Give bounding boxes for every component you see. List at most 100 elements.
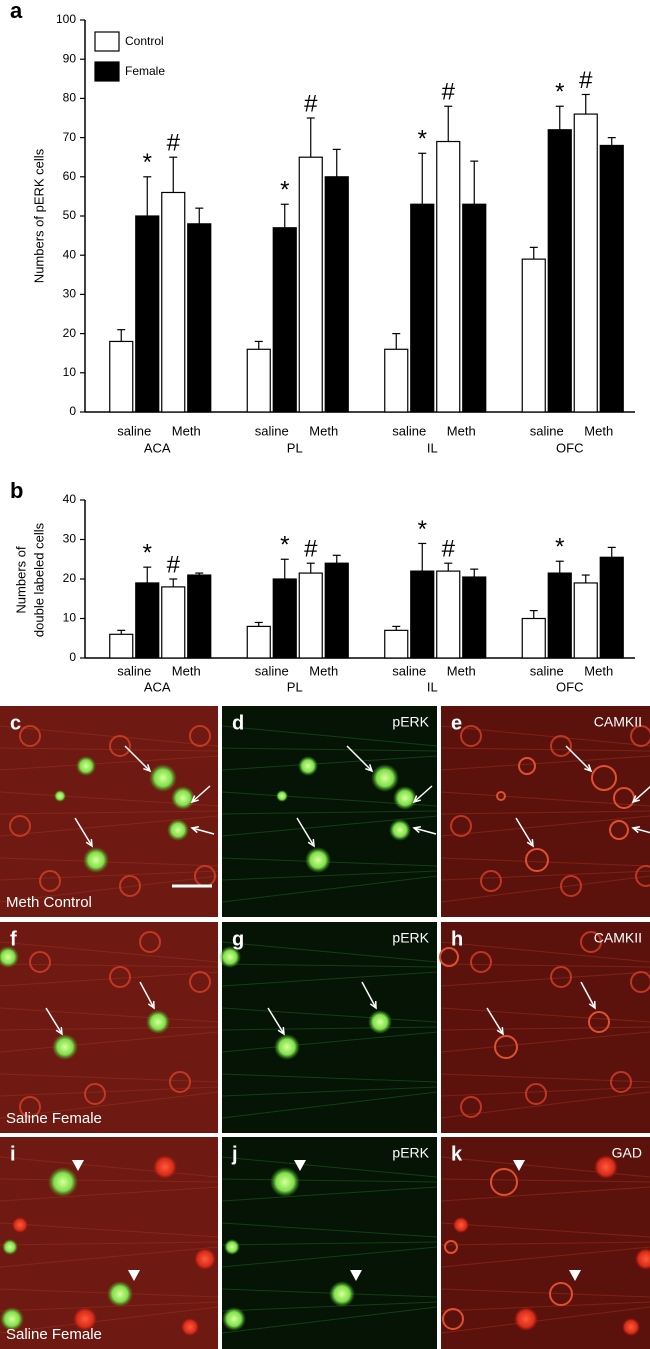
- red-cell: [442, 1308, 464, 1330]
- y-tick-label: 80: [63, 91, 77, 105]
- fiber: [0, 875, 219, 903]
- red-cell: [139, 931, 161, 953]
- fiber: [221, 747, 438, 752]
- fiber: [221, 1031, 438, 1053]
- green-cell: [222, 1307, 246, 1331]
- fiber: [440, 725, 650, 747]
- fiber: [0, 810, 219, 815]
- bar: [161, 586, 186, 659]
- legend-swatch: [94, 61, 120, 82]
- fiber: [0, 1186, 219, 1202]
- bar: [573, 582, 598, 659]
- y-axis-label: double labeled cells: [31, 522, 46, 637]
- significance-marker: #: [304, 536, 318, 563]
- arrow-head: [85, 838, 93, 848]
- fiber: [440, 810, 650, 815]
- micrograph: c Meth Control: [0, 706, 219, 917]
- fiber: [0, 870, 219, 881]
- red-cell: [153, 1155, 177, 1179]
- red-cell: [514, 1307, 538, 1331]
- red-cell: [580, 931, 602, 953]
- arrow-head: [190, 825, 200, 834]
- legend-label: Control: [125, 34, 164, 48]
- fiber: [0, 1156, 219, 1178]
- bar: [109, 633, 134, 659]
- red-cell: [460, 1096, 482, 1118]
- arrow-head: [143, 764, 152, 773]
- red-cell: [490, 1168, 518, 1196]
- fiber: [0, 1306, 219, 1334]
- red-cell: [109, 966, 131, 988]
- red-cell: [518, 757, 536, 775]
- panel-letter: f: [10, 928, 17, 950]
- x-tick-label: saline: [530, 423, 564, 438]
- y-tick-label: 10: [63, 365, 77, 379]
- fiber: [0, 1222, 219, 1238]
- panel-letter: d: [232, 712, 244, 734]
- red-cell: [588, 1011, 610, 1033]
- red-cell: [12, 1217, 28, 1233]
- x-tick-label: Meth: [309, 423, 338, 438]
- row-label: Saline Female: [6, 1110, 102, 1127]
- panel-letter: g: [232, 928, 244, 950]
- fiber: [221, 755, 438, 771]
- fiber: [221, 1301, 438, 1312]
- significance-marker: *: [143, 149, 152, 176]
- significance-marker: #: [304, 90, 318, 117]
- bar: [599, 144, 624, 413]
- legend-swatch: [94, 31, 120, 52]
- bar: [547, 129, 572, 413]
- fiber: [440, 1306, 650, 1334]
- x-tick-label: saline: [530, 663, 564, 678]
- arrow-head: [526, 838, 534, 848]
- y-tick-label: 100: [56, 12, 76, 26]
- significance-marker: *: [280, 177, 289, 204]
- arrow-head: [277, 1026, 285, 1036]
- green-cell: [389, 819, 411, 841]
- arrowhead: [128, 1270, 140, 1281]
- group-label: ACA: [144, 679, 171, 694]
- red-cell: [39, 870, 61, 892]
- bar: [298, 572, 323, 659]
- bar: [521, 258, 546, 413]
- red-cell: [169, 1071, 191, 1093]
- y-tick-label: 40: [63, 247, 77, 261]
- red-cell: [109, 735, 131, 757]
- x-tick-label: saline: [117, 423, 151, 438]
- red-cell: [194, 1248, 216, 1270]
- fiber: [0, 1007, 219, 1023]
- significance-marker: *: [555, 79, 564, 106]
- group-label: OFC: [556, 679, 583, 694]
- arrowhead: [350, 1270, 362, 1281]
- bar: [161, 191, 186, 413]
- channel-label: pERK: [392, 714, 429, 730]
- red-cell: [591, 765, 617, 791]
- panel-letter: i: [10, 1143, 16, 1165]
- y-tick-label: 30: [63, 287, 77, 301]
- x-tick-label: Meth: [584, 663, 613, 678]
- row-label: Saline Female: [6, 1326, 102, 1343]
- green-cell: [393, 786, 417, 810]
- bar: [298, 156, 323, 413]
- bar: [521, 617, 546, 659]
- bar: [547, 572, 572, 659]
- y-tick-label: 70: [63, 130, 77, 144]
- arrow: [565, 745, 592, 772]
- arrow: [191, 827, 215, 835]
- arrow: [361, 981, 377, 1009]
- fiber: [440, 1031, 650, 1053]
- panel-letter: c: [10, 712, 21, 734]
- x-tick-label: Meth: [447, 423, 476, 438]
- significance-marker: *: [143, 539, 152, 566]
- green-cell: [146, 1010, 170, 1034]
- group-label: PL: [287, 440, 303, 455]
- bar: [462, 203, 487, 413]
- arrow-head: [631, 795, 640, 804]
- red-cell: [19, 725, 41, 747]
- arrow: [413, 785, 433, 803]
- fiber: [221, 1186, 438, 1202]
- fiber: [0, 1031, 219, 1053]
- arrow: [124, 745, 151, 772]
- fiber: [440, 1301, 650, 1312]
- green-cell: [371, 764, 399, 792]
